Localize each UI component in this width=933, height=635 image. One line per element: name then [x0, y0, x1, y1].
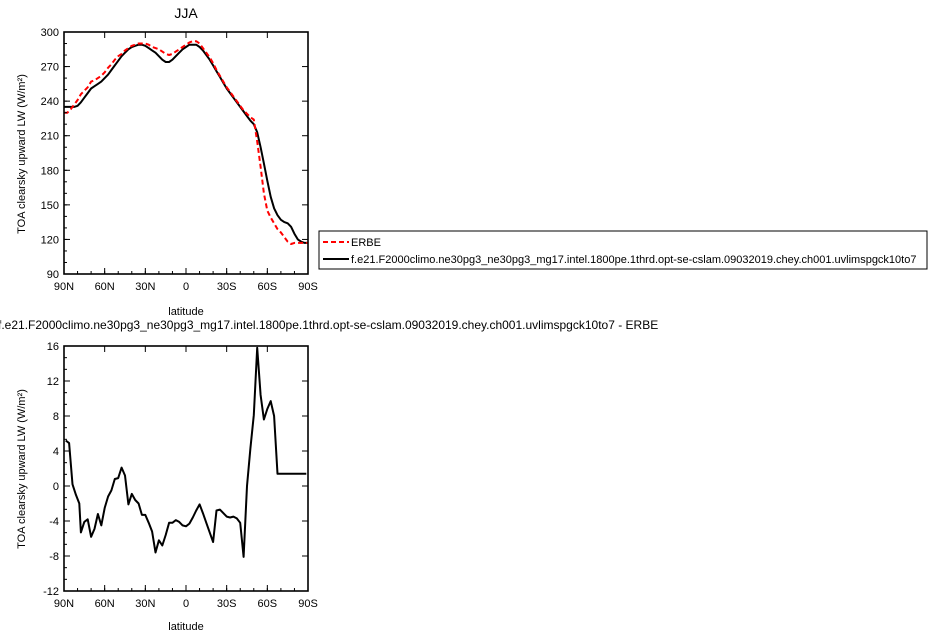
x-axis-label: latitude	[168, 621, 203, 633]
x-tick-label: 90S	[298, 598, 318, 610]
y-tick-label: 8	[53, 411, 59, 423]
y-tick-label: 150	[41, 200, 59, 212]
plot-frame	[63, 31, 309, 275]
y-tick-label: 90	[47, 269, 59, 281]
x-tick-label: 30S	[217, 598, 237, 610]
y-tick-label: 300	[41, 27, 59, 39]
x-tick-label: 30N	[135, 281, 155, 293]
x-tick-label: 60S	[258, 598, 278, 610]
y-tick-label: 4	[53, 446, 59, 458]
y-tick-label: -12	[43, 586, 59, 598]
y-tick-label: 0	[53, 481, 59, 493]
y-axis-label: TOA clearsky upward LW (W/m²)	[16, 389, 28, 549]
x-tick-label: 60S	[258, 281, 278, 293]
plot-frame	[63, 345, 309, 592]
y-tick-label: -8	[49, 551, 59, 563]
top-line-chart: JJA TOA clearsky upward LW (W/m²) latitu…	[16, 5, 318, 318]
bottom-difference-chart: f.e21.F2000climo.ne30pg3_ne30pg3_mg17.in…	[0, 318, 658, 633]
series-line-0	[64, 43, 308, 244]
y-tick-label: 120	[41, 234, 59, 246]
legend-label-model: f.e21.F2000climo.ne30pg3_ne30pg3_mg17.in…	[351, 254, 916, 266]
x-tick-label: 30S	[217, 281, 237, 293]
x-tick-label: 30N	[135, 598, 155, 610]
y-tick-label: 180	[41, 165, 59, 177]
legend-box	[318, 230, 928, 270]
series-line-1	[64, 40, 308, 245]
x-tick-label: 90N	[54, 598, 74, 610]
y-tick-label: 210	[41, 131, 59, 143]
legend: ERBE f.e21.F2000climo.ne30pg3_ne30pg3_mg…	[318, 230, 928, 270]
x-tick-label: 0	[183, 598, 189, 610]
difference-chart-title: f.e21.F2000climo.ne30pg3_ne30pg3_mg17.in…	[0, 318, 658, 332]
y-tick-label: 240	[41, 96, 59, 108]
x-tick-label: 90S	[298, 281, 318, 293]
legend-label-erbe: ERBE	[351, 237, 381, 249]
y-tick-label: 270	[41, 62, 59, 74]
x-tick-label: 60N	[95, 281, 115, 293]
x-axis-label: latitude	[168, 306, 203, 318]
x-tick-label: 0	[183, 281, 189, 293]
y-tick-label: 16	[47, 341, 59, 353]
x-tick-label: 90N	[54, 281, 74, 293]
x-tick-label: 60N	[95, 598, 115, 610]
series-line-0	[65, 346, 307, 558]
y-axis-label: TOA clearsky upward LW (W/m²)	[16, 74, 28, 234]
y-tick-label: 12	[47, 376, 59, 388]
y-tick-label: -4	[49, 516, 59, 528]
chart-title: JJA	[174, 5, 198, 21]
